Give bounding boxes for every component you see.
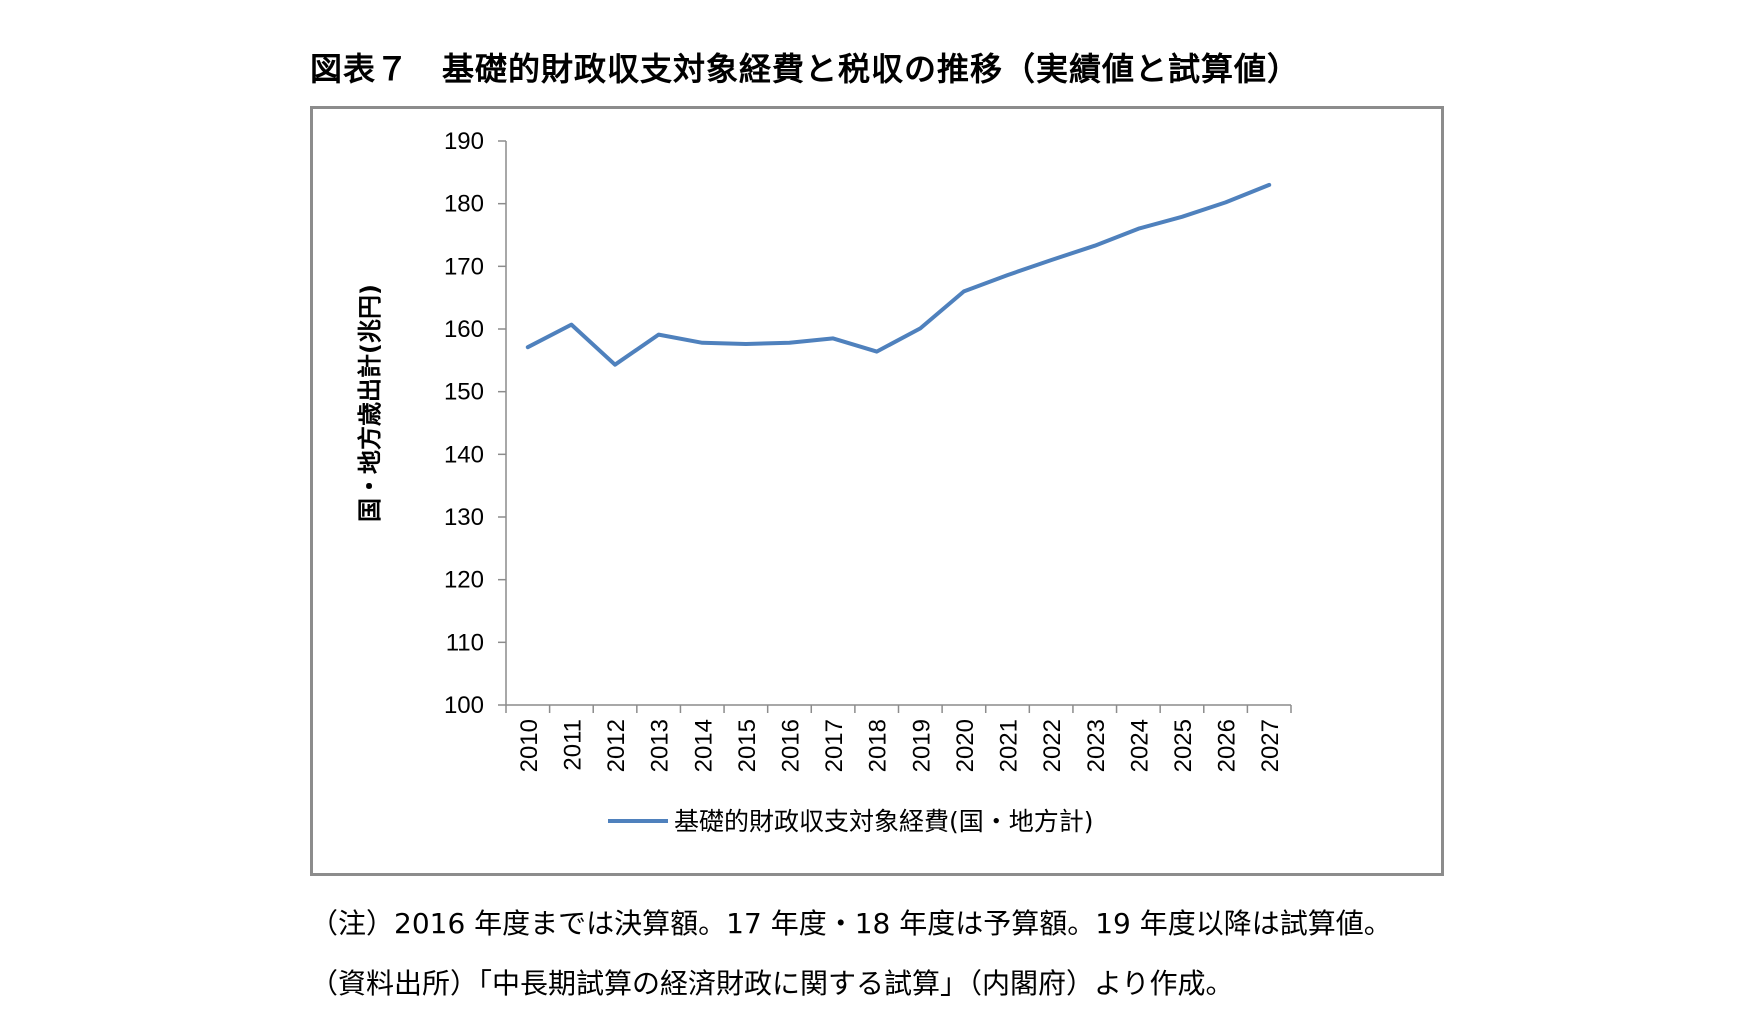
- data-point: [787, 341, 791, 345]
- data-point: [1006, 273, 1010, 277]
- x-tick-label: 2018: [865, 719, 892, 772]
- legend-label: 基礎的財政収支対象経費(国・地方計): [674, 807, 1094, 836]
- data-point: [962, 289, 966, 293]
- y-tick-label: 110: [446, 629, 484, 656]
- x-tick-label: 2011: [559, 719, 586, 771]
- x-tick-label: 2023: [1083, 719, 1110, 772]
- y-tick-label: 160: [444, 316, 484, 343]
- x-tick-label: 2024: [1126, 719, 1153, 772]
- data-point: [526, 345, 530, 349]
- x-tick-label: 2025: [1170, 719, 1197, 772]
- data-point: [700, 341, 704, 345]
- chart-frame: 100 110 120 130 140 150 160 170 180 190 2010 2011 20…: [310, 106, 1444, 876]
- data-point: [1049, 258, 1053, 262]
- x-tick-label: 2017: [821, 719, 848, 772]
- y-tick-label: 120: [444, 567, 484, 594]
- y-tick-label: 140: [444, 441, 484, 468]
- line-chart: 100 110 120 130 140 150 160 170 180 190 2010 2011 20…: [356, 128, 1292, 836]
- x-tick-label: 2014: [690, 719, 717, 772]
- x-tick-label: 2010: [516, 719, 543, 772]
- x-tick-label: 2015: [734, 719, 761, 772]
- x-tick-label: 2027: [1257, 719, 1284, 772]
- x-tick-label: 2016: [777, 719, 804, 772]
- data-point: [875, 350, 879, 354]
- x-tick-label: 2026: [1214, 719, 1241, 772]
- data-point: [569, 323, 573, 327]
- y-tick-label: 190: [444, 128, 484, 155]
- y-tick-label: 180: [444, 191, 484, 218]
- x-tick-label: 2022: [1039, 719, 1066, 772]
- x-tick-label: 2012: [603, 719, 630, 772]
- footnote: （注）2016 年度までは決算額。17 年度・18 年度は予算額。19 年度以降…: [310, 907, 1392, 940]
- x-tick-label: 2021: [996, 719, 1023, 772]
- data-point: [831, 336, 835, 340]
- data-point: [657, 333, 661, 337]
- y-tick-label: 170: [444, 253, 484, 280]
- y-tick-label: 150: [444, 379, 484, 406]
- x-tick-label: 2013: [647, 719, 674, 772]
- data-point: [918, 326, 922, 330]
- x-tick-label: 2019: [908, 719, 935, 772]
- data-point: [1267, 183, 1271, 187]
- y-tick-label: 100: [444, 692, 484, 719]
- data-point: [1224, 200, 1228, 204]
- y-axis-label: 国・地方歳出計(兆円): [356, 284, 384, 522]
- x-tick-label: 2020: [952, 719, 979, 772]
- data-point: [1136, 227, 1140, 231]
- data-point: [1093, 244, 1097, 248]
- data-point: [1180, 215, 1184, 219]
- y-tick-label: 130: [444, 504, 484, 531]
- data-point: [613, 363, 617, 367]
- data-point: [744, 342, 748, 346]
- figure-title: 図表７ 基礎的財政収支対象経費と税収の推移（実績値と試算値）: [310, 50, 1301, 88]
- series-line: [525, 182, 1272, 367]
- source-note: （資料出所）「中長期試算の経済財政に関する試算」（内閣府）より作成。: [310, 967, 1234, 1000]
